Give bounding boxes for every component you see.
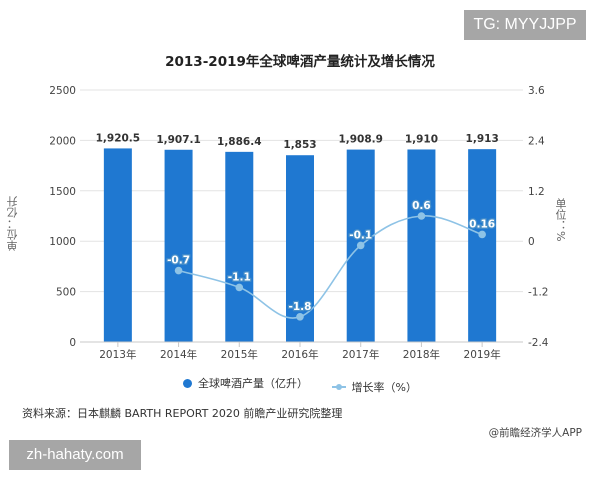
bar [407,149,436,342]
bar [225,151,254,342]
svg-text:0: 0 [528,236,535,248]
svg-text:1,853: 1,853 [283,139,316,151]
svg-text:0: 0 [69,337,76,349]
chart-title: 2013-2019年全球啤酒产量统计及增长情况 [165,54,435,70]
svg-text:1500: 1500 [49,186,76,198]
left-axis-ticks: 2500 2000 1500 1000 500 0 [49,85,76,349]
circle-marker-icon [183,378,193,388]
svg-text:1.2: 1.2 [528,186,545,198]
source-note: 资料来源：日本麒麟 BARTH REPORT 2020 前瞻产业研究院整理 [22,407,343,420]
line-marker-icon [331,383,346,390]
svg-text:2013年: 2013年 [99,348,136,361]
svg-text:1,886.4: 1,886.4 [217,136,262,148]
svg-text:2018年: 2018年 [403,348,440,361]
svg-text:1,913: 1,913 [466,133,499,145]
bar [103,148,132,342]
svg-text:-0.7: -0.7 [167,255,190,267]
bar [164,149,193,342]
site-watermark-badge: zh-hahaty.com [9,440,141,470]
svg-text:-0.1: -0.1 [349,229,372,241]
svg-text:1,908.9: 1,908.9 [338,134,383,146]
line-data-labels: -0.7 -1.1 -1.8 -0.1 0.6 0.16 [166,199,496,314]
x-axis: 2013年 2014年 2015年 2016年 2017年 2018年 2019年 [80,341,523,361]
svg-text:0.6: 0.6 [412,200,431,212]
svg-text:-2.4: -2.4 [528,337,549,349]
bar [468,149,497,342]
bar-series [103,148,497,342]
svg-text:500: 500 [56,287,76,299]
legend-item-growth[interactable]: 增长率（%） [331,379,417,395]
line-series [174,212,486,321]
tg-watermark-badge: TG: MYYJJPP [464,10,586,40]
svg-text:2016年: 2016年 [281,348,318,361]
svg-text:2500: 2500 [49,85,76,97]
svg-text:0.16: 0.16 [469,218,495,230]
svg-text:-1.2: -1.2 [528,287,549,299]
svg-text:2000: 2000 [49,135,76,147]
svg-text:-1.1: -1.1 [228,271,251,283]
bar-data-labels: 1,920.5 1,907.1 1,886.4 1,853 1,908.9 1,910 1,… [96,132,499,151]
svg-text:1,920.5: 1,920.5 [96,132,141,144]
svg-text:2015年: 2015年 [221,348,258,361]
svg-text:1,907.1: 1,907.1 [156,134,201,146]
svg-text:1,910: 1,910 [405,133,438,145]
legend: 全球啤酒产量（亿升） 增长率（%） [0,375,600,395]
svg-text:2.4: 2.4 [528,135,545,147]
legend-label: 增长率（%） [351,380,417,394]
credit-note: @前瞻经济学人APP [488,427,582,439]
svg-text:1000: 1000 [49,236,76,248]
legend-item-production[interactable]: 全球啤酒产量（亿升） [183,375,308,391]
legend-label: 全球啤酒产量（亿升） [198,377,309,390]
svg-text:-1.8: -1.8 [289,301,312,313]
right-axis-ticks: 3.6 2.4 1.2 0 -1.2 -2.4 [528,85,549,349]
svg-text:3.6: 3.6 [528,85,545,97]
svg-text:2014年: 2014年 [160,348,197,361]
svg-text:2017年: 2017年 [342,348,379,361]
right-axis-title: 单位：% [554,198,567,242]
svg-text:2019年: 2019年 [464,348,501,361]
